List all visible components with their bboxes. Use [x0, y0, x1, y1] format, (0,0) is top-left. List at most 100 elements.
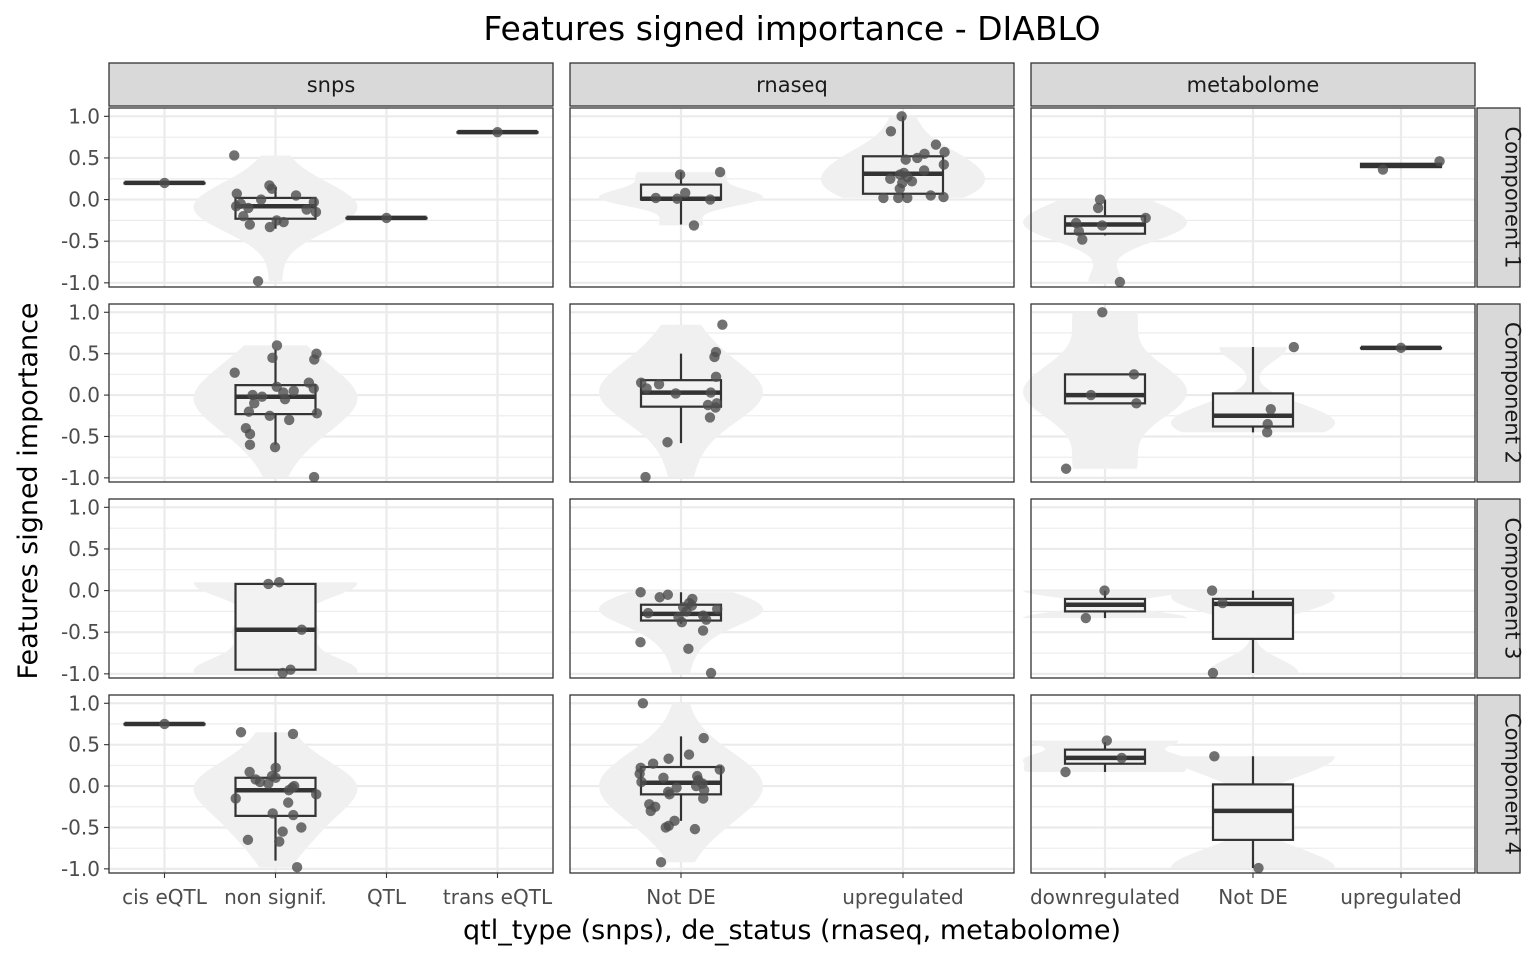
- group-upregulated: [1359, 342, 1443, 354]
- group-not-de: [1171, 585, 1335, 679]
- data-point: [159, 718, 170, 730]
- data-point: [939, 146, 950, 158]
- y-tick-label: 0.5: [68, 733, 100, 757]
- panel-border: [569, 303, 1015, 483]
- data-point: [290, 190, 302, 201]
- data-point: [1128, 369, 1140, 380]
- box-iqr: [1063, 373, 1147, 405]
- data-point: [670, 388, 681, 399]
- panel-snps-component-1: [108, 107, 554, 288]
- data-point: [308, 196, 320, 208]
- data-point: [308, 383, 319, 394]
- panel-border: [108, 107, 554, 288]
- panel-border: [1030, 107, 1476, 288]
- data-point: [1099, 585, 1110, 596]
- data-point: [244, 428, 256, 440]
- data-point: [704, 194, 716, 205]
- data-point: [674, 169, 686, 180]
- group-qtl: [345, 212, 428, 224]
- data-point: [653, 379, 665, 390]
- data-point: [301, 204, 312, 215]
- strip-label: Component 2: [1501, 322, 1525, 464]
- group-non-signif-: [193, 727, 358, 873]
- y-tick-label: 0.5: [68, 342, 100, 366]
- y-tick-label: 1.0: [68, 300, 100, 324]
- data-point: [650, 192, 661, 204]
- data-point: [274, 836, 285, 847]
- data-point: [1140, 212, 1151, 224]
- data-point: [278, 216, 289, 228]
- data-point: [266, 183, 278, 194]
- strip-label: Component 1: [1501, 127, 1525, 269]
- strip-background: [1476, 303, 1521, 483]
- data-point: [885, 126, 897, 137]
- data-point: [492, 126, 503, 138]
- data-point: [288, 385, 299, 397]
- group-not-de: [599, 698, 763, 868]
- y-axis-title: Features signed importance: [13, 302, 44, 679]
- strip-component-3: Component 3: [1476, 498, 1525, 679]
- data-point: [663, 753, 674, 764]
- data-point: [274, 577, 285, 588]
- data-point: [1092, 202, 1104, 214]
- y-tick-label: 1.0: [68, 104, 100, 128]
- data-point: [311, 789, 322, 800]
- group-not-de: [1171, 341, 1335, 438]
- data-point: [698, 793, 709, 804]
- strip-metabolome: metabolome: [1030, 62, 1476, 107]
- data-point: [238, 211, 249, 222]
- y-tick-label: 1.0: [68, 495, 100, 519]
- data-point: [714, 166, 726, 178]
- data-point: [283, 785, 295, 796]
- data-point: [698, 732, 709, 744]
- data-point: [282, 797, 294, 808]
- data-point: [712, 603, 723, 615]
- data-point: [1288, 341, 1300, 353]
- data-point: [247, 389, 258, 401]
- y-tick-label: 0.0: [68, 383, 100, 407]
- panel-rnaseq-component-3: [569, 498, 1015, 679]
- x-axis-snps: cis eQTL non signif. QTL trans eQTL: [122, 873, 553, 909]
- data-point: [271, 340, 283, 351]
- data-point: [263, 578, 274, 590]
- data-point: [1395, 342, 1407, 354]
- facet-panels: [108, 107, 1476, 874]
- data-point: [1097, 307, 1108, 318]
- data-point: [710, 371, 722, 383]
- y-axis-1: 1.0 0.5 0.0 -0.5 -1.0: [61, 104, 109, 295]
- data-point: [243, 406, 255, 417]
- x-axis-rnaseq: Not DE upregulated: [646, 873, 964, 909]
- y-tick-label: -0.5: [61, 620, 100, 644]
- group-downregulated: [1023, 307, 1187, 474]
- data-point: [1377, 164, 1389, 175]
- data-point: [381, 212, 392, 224]
- data-point: [938, 191, 949, 203]
- y-tick-label: -0.5: [61, 229, 100, 253]
- data-point: [264, 221, 276, 233]
- data-point: [1094, 194, 1106, 205]
- strip-label: rnaseq: [756, 73, 828, 97]
- data-point: [231, 188, 243, 199]
- data-point: [671, 782, 682, 793]
- strip-background: [1476, 498, 1521, 679]
- data-point: [912, 152, 923, 164]
- data-point: [698, 785, 710, 796]
- panel-metabolome-component-1: [1023, 107, 1476, 288]
- data-point: [277, 826, 288, 837]
- data-point: [235, 727, 247, 738]
- data-point: [710, 402, 721, 413]
- x-axis-title: qtl_type (snps), de_status (rnaseq, meta…: [463, 915, 1121, 946]
- data-point: [634, 768, 645, 779]
- data-point: [1073, 226, 1085, 237]
- x-tick-label: cis eQTL: [122, 885, 208, 909]
- data-point: [1217, 597, 1228, 609]
- data-point: [244, 766, 255, 778]
- x-axis-metabolome: downregulated Not DE upregulated: [1030, 873, 1462, 909]
- data-point: [658, 772, 669, 783]
- data-point: [279, 394, 291, 405]
- strip-background: [108, 62, 554, 107]
- data-point: [705, 387, 717, 398]
- panel-background: [570, 499, 1014, 678]
- y-tick-label: 0.0: [68, 188, 100, 212]
